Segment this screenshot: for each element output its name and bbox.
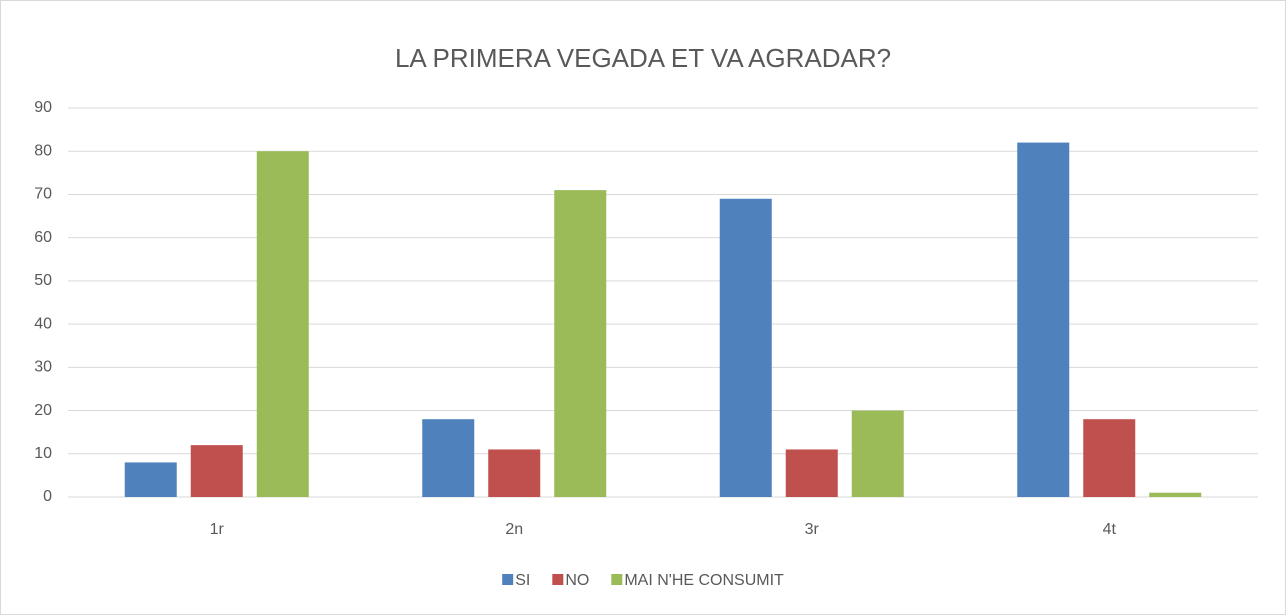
y-tick-label: 50 xyxy=(34,272,52,289)
y-tick-label: 40 xyxy=(34,315,52,332)
bar xyxy=(488,449,541,497)
bar xyxy=(1149,492,1202,497)
y-tick-label: 70 xyxy=(34,186,52,203)
y-tick-label: 80 xyxy=(34,142,52,159)
y-tick-label: 20 xyxy=(34,402,52,419)
legend-swatch xyxy=(502,574,514,585)
y-tick-label: 0 xyxy=(43,488,52,505)
chart-title: LA PRIMERA VEGADA ET VA AGRADAR? xyxy=(395,43,891,73)
legend-label: MAI N'HE CONSUMIT xyxy=(624,572,784,589)
x-tick-label: 3r xyxy=(805,521,820,538)
x-tick-label: 2n xyxy=(505,521,523,538)
x-tick-label: 1r xyxy=(210,521,225,538)
bar xyxy=(719,198,772,497)
y-tick-label: 90 xyxy=(34,99,52,116)
bar xyxy=(190,445,243,497)
x-tick-label: 4t xyxy=(1103,521,1117,538)
bar xyxy=(1083,419,1136,497)
bar xyxy=(554,190,607,497)
legend-label: NO xyxy=(565,572,589,589)
y-tick-label: 30 xyxy=(34,359,52,376)
bar xyxy=(256,151,309,497)
bar xyxy=(851,410,904,497)
y-tick-label: 60 xyxy=(34,229,52,246)
legend-swatch xyxy=(552,574,564,585)
bar xyxy=(785,449,838,497)
bar xyxy=(1017,142,1070,498)
legend-label: SI xyxy=(515,572,530,589)
legend-swatch xyxy=(611,574,623,585)
bar xyxy=(124,462,177,497)
bar xyxy=(422,419,475,497)
y-tick-label: 10 xyxy=(34,445,52,462)
